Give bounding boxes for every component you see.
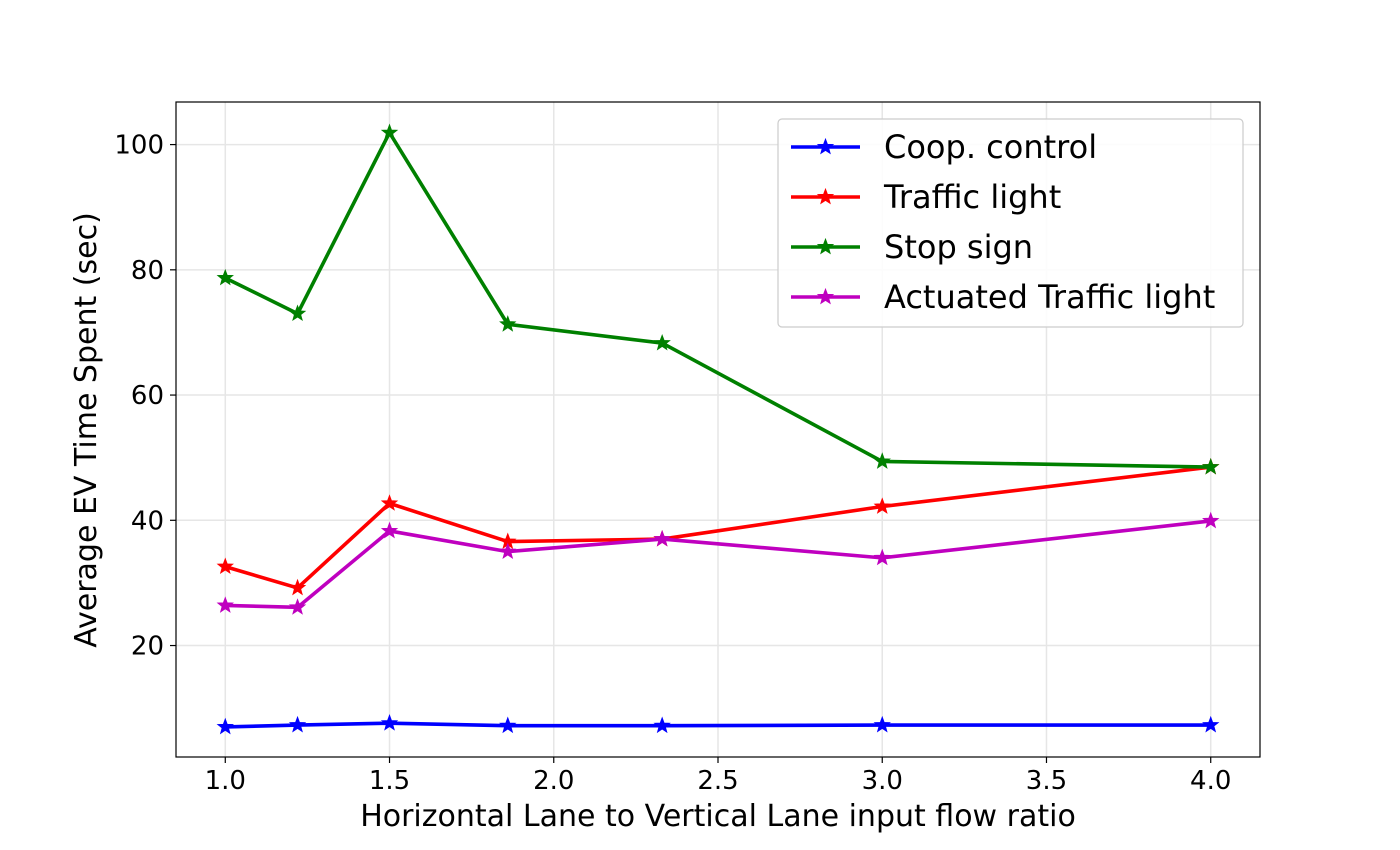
data-point-stop-sign [380, 123, 399, 141]
data-point-coop-control [288, 715, 307, 733]
data-point-coop-control [499, 716, 517, 734]
data-point-actuated-traffic-light [380, 521, 399, 539]
data-point-coop-control [1202, 715, 1220, 733]
legend-marker [816, 237, 835, 255]
y-tick-label: 40 [131, 506, 164, 536]
data-point-stop-sign [499, 315, 517, 332]
data-point-actuated-traffic-light [288, 598, 307, 615]
data-point-stop-sign [653, 333, 671, 351]
data-point-coop-control [653, 716, 671, 734]
legend: Coop. control Traffic light Stop sign Actua… [777, 118, 1244, 328]
data-point-traffic-light [288, 578, 307, 596]
legend-box [777, 118, 1244, 328]
series-actuated-traffic-light [216, 511, 1220, 615]
data-point-actuated-traffic-light [216, 596, 234, 613]
legend-label: Actuated Traffic light [884, 278, 1215, 316]
y-tick-label: 100 [114, 131, 164, 161]
data-point-stop-sign [288, 304, 307, 322]
data-point-actuated-traffic-light [1202, 511, 1220, 529]
legend-label: Stop sign [884, 228, 1033, 266]
x-tick-label: 2.5 [697, 766, 738, 796]
x-tick-label: 1.5 [369, 766, 410, 796]
series-lines [216, 123, 1220, 735]
legend-label: Traffic light [883, 178, 1061, 216]
x-tick-label: 1.0 [205, 766, 246, 796]
series-coop-control [216, 714, 1220, 735]
series-line-coop-control [223, 721, 1213, 729]
axis-ticks: 1.0 1.5 2.0 2.5 3.0 3.5 4.0 20 40 60 80 100 [114, 131, 1231, 796]
legend-item-traffic-light: Traffic light [791, 178, 1061, 216]
legend-marker [816, 187, 835, 205]
data-point-coop-control [216, 717, 234, 735]
x-axis-label: Horizontal Lane to Vertical Lane input f… [360, 799, 1076, 834]
x-tick-label: 3.0 [862, 766, 903, 796]
data-point-stop-sign [873, 452, 891, 469]
y-axis-label: Average EV Time Spent (sec) [69, 212, 104, 648]
data-point-actuated-traffic-light [653, 529, 671, 547]
data-point-coop-control [380, 714, 399, 731]
x-tick-label: 3.5 [1026, 766, 1067, 796]
legend-marker [816, 287, 835, 305]
series-stop-sign [216, 123, 1220, 475]
data-point-traffic-light [216, 557, 234, 575]
data-point-actuated-traffic-light [499, 542, 517, 560]
data-point-stop-sign [216, 268, 234, 286]
y-tick-label: 20 [131, 632, 164, 662]
legend-marker [816, 137, 835, 155]
data-point-traffic-light [873, 497, 891, 514]
y-tick-label: 80 [131, 256, 164, 286]
legend-item-stop-sign: Stop sign [791, 228, 1033, 266]
data-point-actuated-traffic-light [873, 548, 891, 566]
x-tick-label: 2.0 [533, 766, 574, 796]
data-point-coop-control [873, 715, 891, 733]
legend-item-actuated-traffic-light: Actuated Traffic light [791, 278, 1215, 316]
y-tick-label: 60 [131, 381, 164, 411]
data-point-stop-sign [1202, 457, 1220, 475]
data-point-traffic-light [380, 494, 399, 511]
legend-label: Coop. control [884, 128, 1097, 166]
x-tick-label: 4.0 [1190, 766, 1231, 796]
legend-item-coop-control: Coop. control [791, 128, 1097, 166]
